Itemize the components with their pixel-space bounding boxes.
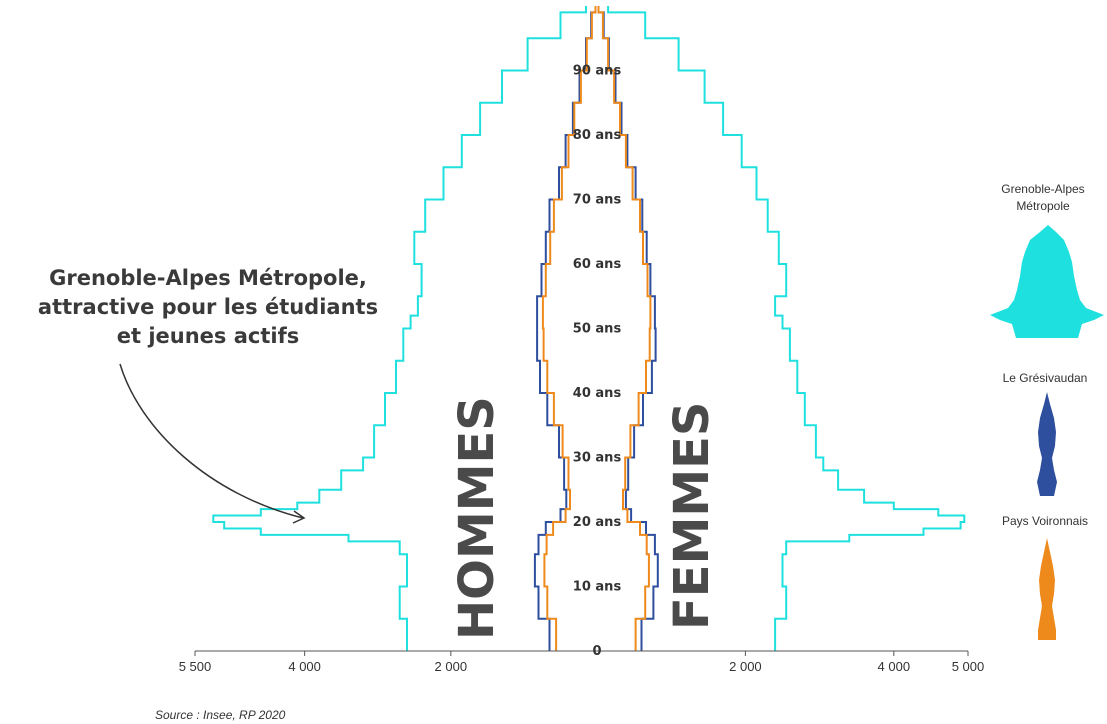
x-tick-left-5500: 5 500: [179, 659, 212, 674]
series-voironnais-femmes-line: [597, 6, 652, 651]
age-label-80: 80 ans: [573, 128, 622, 143]
source-note: Source : Insee, RP 2020: [155, 708, 286, 722]
age-label-70: 70 ans: [573, 193, 622, 208]
age-label-90: 90 ans: [573, 64, 622, 79]
x-tick-layer: 5 500 4 000 2 000 2 000 4 000 5 000: [179, 651, 985, 674]
legend-label-gresivaudan: Le Grésivaudan: [1003, 371, 1088, 385]
legend-swatch-metropole: [990, 225, 1104, 338]
age-label-60: 60 ans: [573, 257, 622, 272]
legend-swatch-voironnais: [1038, 538, 1056, 640]
annotation-line-3: et jeunes actifs: [117, 324, 299, 348]
series-metropole-hommes-line: [212, 6, 587, 651]
annotation: Grenoble-Alpes Métropole, attractive pou…: [38, 266, 378, 524]
age-label-0: 0: [592, 644, 601, 659]
annotation-arrow: [119, 363, 304, 519]
series-layer: [212, 6, 966, 651]
annotation-line-1: Grenoble-Alpes Métropole,: [49, 266, 367, 290]
series-metropole-femmes-line: [607, 6, 966, 651]
age-label-10: 10 ans: [573, 580, 622, 595]
age-label-40: 40 ans: [573, 386, 622, 401]
age-label-30: 30 ans: [573, 451, 622, 466]
age-label-50: 50 ans: [573, 322, 622, 337]
x-tick-right-5000: 5 000: [952, 659, 985, 674]
age-label-20: 20 ans: [573, 515, 622, 530]
legend-swatch-gresivaudan: [1037, 392, 1057, 496]
femmes-label: FEMMES: [664, 402, 720, 630]
x-tick-right-2000: 2 000: [729, 659, 762, 674]
hommes-label: HOMMES: [449, 396, 505, 640]
legend-label-voironnais: Pays Voironnais: [1002, 514, 1088, 528]
annotation-arrowhead: [292, 510, 306, 524]
x-tick-left-4000: 4 000: [288, 659, 321, 674]
legend-label-metropole-1: Grenoble-Alpes: [1001, 182, 1084, 196]
legend-label-metropole-2: Métropole: [1016, 199, 1070, 213]
legend: Grenoble-Alpes Métropole Le Grésivaudan …: [990, 182, 1104, 640]
x-tick-left-2000: 2 000: [435, 659, 468, 674]
series-voironnais-hommes-line: [541, 6, 597, 651]
x-tick-right-4000: 4 000: [878, 659, 911, 674]
age-label-layer: 0 10 ans 20 ans 30 ans 40 ans 50 ans 60 ans 70 …: [573, 64, 622, 660]
annotation-line-2: attractive pour les étudiants: [38, 295, 378, 319]
